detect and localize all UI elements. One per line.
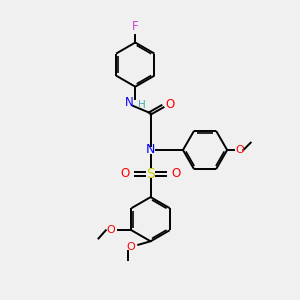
- Text: F: F: [132, 20, 139, 33]
- Text: N: N: [124, 96, 133, 110]
- Text: O: O: [235, 145, 244, 155]
- Text: S: S: [146, 167, 155, 181]
- Text: H: H: [138, 100, 146, 110]
- Text: O: O: [127, 242, 135, 252]
- Text: O: O: [121, 167, 130, 180]
- Text: N: N: [146, 143, 155, 157]
- Text: O: O: [106, 225, 115, 235]
- Text: O: O: [165, 98, 175, 111]
- Text: O: O: [171, 167, 181, 180]
